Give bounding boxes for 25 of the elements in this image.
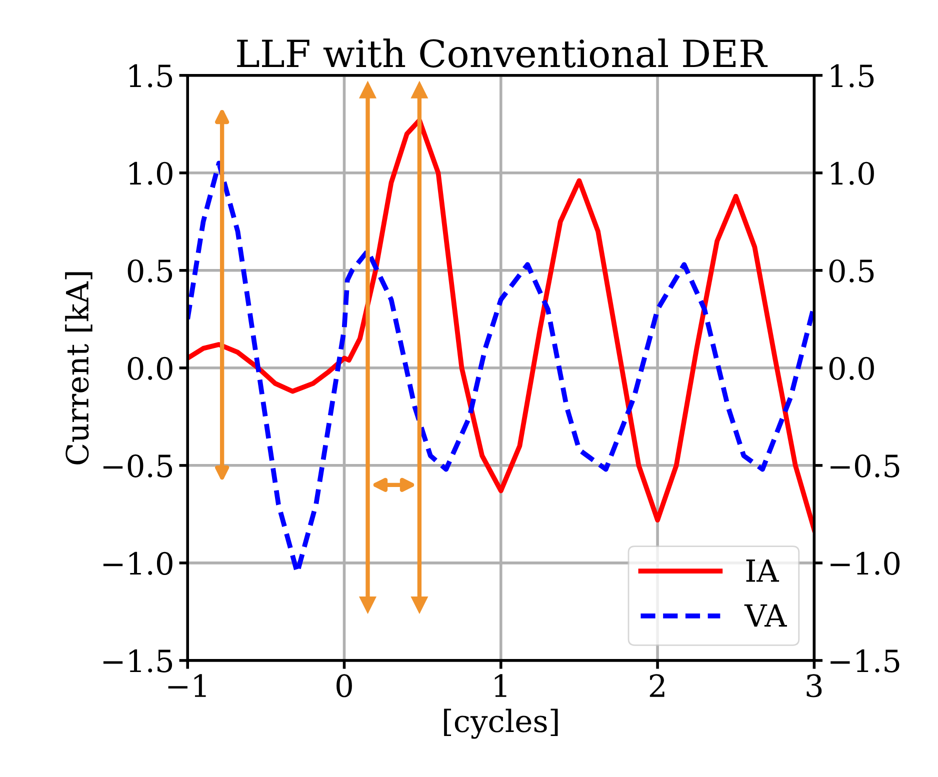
y-tick-label: 1.5 bbox=[130, 64, 172, 88]
line-series bbox=[188, 118, 814, 532]
y2-tick-label: −0.5 bbox=[830, 454, 900, 478]
y-tick-label: −1.5 bbox=[103, 649, 172, 672]
x-tick-label: 3 bbox=[806, 674, 822, 698]
chart-title: LLF with Conventional DER bbox=[237, 38, 768, 68]
x-tick-label: 1 bbox=[494, 674, 506, 697]
x-tick-label: 2 bbox=[650, 674, 664, 697]
x-tick-label: 0 bbox=[336, 674, 352, 698]
y-axis-title: Current [kA] bbox=[65, 272, 92, 464]
y-tick-label: 0.5 bbox=[128, 259, 172, 282]
y-tick-label: 1.0 bbox=[130, 162, 172, 185]
y2-tick-label: 0.5 bbox=[829, 259, 874, 282]
x-axis-title: [cycles] bbox=[444, 708, 558, 739]
legend-label: IA bbox=[746, 559, 780, 582]
y2-tick-label: −1.0 bbox=[830, 552, 900, 575]
y2-tick-label: −1.5 bbox=[830, 649, 900, 672]
y-tick-label: −0.5 bbox=[103, 454, 172, 478]
y2-tick-label: 1.5 bbox=[831, 64, 874, 88]
y2-tick-label: 0.0 bbox=[829, 356, 874, 380]
y-tick-label: 0.0 bbox=[128, 356, 172, 380]
y-tick-label: −1.0 bbox=[103, 552, 172, 575]
y2-tick-label: 1.0 bbox=[831, 162, 874, 185]
legend-label: VA bbox=[744, 604, 787, 627]
x-tick-label: −1 bbox=[168, 674, 206, 697]
